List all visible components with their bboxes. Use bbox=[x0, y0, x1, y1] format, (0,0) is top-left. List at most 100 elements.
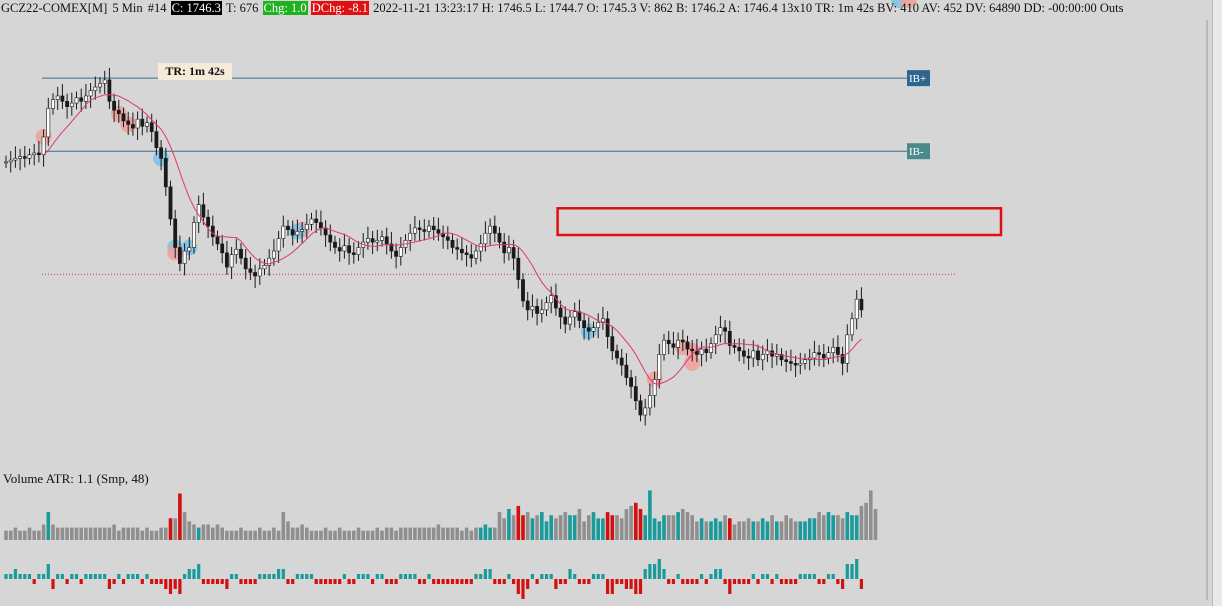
candle-body bbox=[8, 159, 13, 163]
delta-bar bbox=[4, 574, 8, 579]
volume-bar bbox=[258, 527, 262, 540]
candle-body bbox=[234, 248, 239, 255]
delta-bar bbox=[859, 579, 863, 589]
volume-bar bbox=[375, 527, 380, 540]
delta-bar bbox=[42, 574, 46, 579]
candle-body bbox=[464, 252, 469, 255]
delta-bar bbox=[629, 579, 633, 589]
candle-body bbox=[610, 336, 615, 352]
delta-bar bbox=[657, 559, 661, 579]
candle-body bbox=[506, 247, 511, 254]
candle-body bbox=[229, 254, 234, 268]
candle-body bbox=[530, 306, 535, 311]
volume-pane-title: Volume ATR: 1.1 (Smp, 48) bbox=[3, 471, 149, 486]
candle-body bbox=[370, 238, 375, 243]
volume-bar bbox=[558, 515, 563, 540]
volume-bar bbox=[356, 527, 361, 540]
volume-bar bbox=[79, 527, 83, 540]
candle-body bbox=[793, 363, 798, 366]
delta-bar bbox=[178, 579, 182, 594]
delta-bar bbox=[779, 579, 784, 584]
volume-bar bbox=[441, 527, 445, 540]
candle-body bbox=[459, 248, 464, 254]
volume-bar bbox=[681, 509, 685, 540]
delta-bar bbox=[281, 569, 285, 579]
candle-body bbox=[32, 152, 37, 156]
volume-bar bbox=[732, 524, 737, 540]
candle-body bbox=[116, 109, 121, 115]
candle-body bbox=[831, 347, 836, 353]
candle-body bbox=[803, 359, 807, 364]
delta-bar bbox=[751, 574, 755, 579]
delta-bar bbox=[239, 579, 243, 584]
candle-body bbox=[131, 124, 135, 129]
delta-bar bbox=[568, 569, 572, 579]
volume-bar bbox=[32, 530, 36, 540]
volume-bar bbox=[46, 512, 51, 540]
candle-body bbox=[826, 352, 831, 359]
candle-body bbox=[817, 352, 822, 355]
candle-body bbox=[502, 241, 507, 254]
volume-bar bbox=[591, 512, 596, 540]
candle-body bbox=[417, 227, 422, 230]
volume-bar bbox=[276, 530, 281, 540]
volume-bar bbox=[713, 518, 718, 540]
volume-bar bbox=[417, 527, 422, 540]
delta-bar bbox=[375, 574, 379, 579]
volume-bar bbox=[220, 527, 224, 540]
candle-body bbox=[469, 254, 474, 259]
delta-bar bbox=[831, 574, 835, 579]
volume-bar bbox=[309, 530, 314, 540]
candle-body bbox=[163, 158, 168, 188]
delta-bar bbox=[418, 579, 422, 584]
candle-body bbox=[140, 118, 145, 127]
volume-bar bbox=[8, 530, 13, 540]
volume-bar bbox=[822, 515, 826, 540]
delta-bar bbox=[667, 579, 671, 584]
volume-bar bbox=[784, 515, 788, 540]
candle-body bbox=[657, 354, 662, 380]
delta-bar bbox=[709, 574, 713, 579]
candle-body bbox=[859, 298, 864, 311]
delta-bar bbox=[582, 579, 586, 584]
volume-bar bbox=[793, 521, 798, 540]
delta-bar bbox=[450, 579, 455, 584]
candle-body bbox=[784, 359, 789, 362]
volume-bar bbox=[460, 530, 464, 540]
candle-body bbox=[239, 248, 243, 259]
delta-bar bbox=[690, 579, 694, 584]
candle-body bbox=[135, 118, 140, 129]
delta-bar bbox=[747, 579, 751, 584]
candle-body bbox=[389, 243, 394, 252]
volume-bar bbox=[756, 521, 760, 540]
volume-bar bbox=[873, 509, 878, 540]
candle-body bbox=[178, 247, 182, 264]
volume-bar bbox=[84, 527, 88, 540]
candle-body bbox=[647, 395, 652, 409]
delta-bar bbox=[591, 574, 596, 579]
volume-bar bbox=[493, 527, 497, 540]
candle-body bbox=[427, 225, 431, 232]
delta-bar bbox=[436, 579, 440, 584]
price-axis[interactable] bbox=[1212, 0, 1222, 606]
volume-bar bbox=[497, 512, 502, 540]
volume-bar bbox=[427, 527, 431, 540]
delta-bar bbox=[65, 579, 69, 584]
candle-body bbox=[582, 320, 587, 328]
delta-bar bbox=[89, 574, 93, 579]
volume-bar bbox=[521, 515, 525, 540]
volume-bar bbox=[55, 527, 60, 540]
candle-body bbox=[445, 236, 450, 241]
volume-bar bbox=[718, 521, 723, 540]
candle-body bbox=[384, 236, 389, 245]
delta-bar bbox=[794, 579, 798, 584]
volume-bar bbox=[337, 527, 342, 540]
volume-bar bbox=[568, 515, 572, 540]
volume-bar bbox=[817, 512, 821, 540]
candle-body bbox=[295, 231, 300, 236]
delta-bar bbox=[413, 574, 417, 579]
candle-body bbox=[450, 240, 455, 248]
delta-bar bbox=[521, 579, 525, 599]
